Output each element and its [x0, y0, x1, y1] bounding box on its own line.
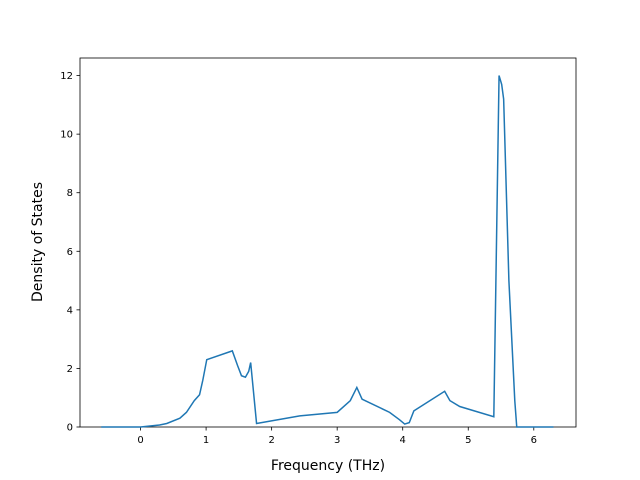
- data-line: [101, 75, 554, 428]
- x-tick-label: 5: [465, 435, 471, 446]
- x-tick-label: 6: [531, 435, 537, 446]
- y-tick-label: 8: [67, 188, 73, 199]
- y-tick-label: 4: [67, 305, 73, 316]
- x-tick-label: 0: [137, 435, 143, 446]
- x-tick-label: 4: [400, 435, 406, 446]
- x-tick-label: 3: [334, 435, 340, 446]
- y-tick-label: 0: [67, 423, 73, 434]
- y-tick-label: 2: [67, 364, 73, 375]
- x-tick-label: 2: [268, 435, 274, 446]
- y-tick-label: 10: [60, 130, 73, 141]
- y-tick-label: 6: [67, 247, 73, 258]
- x-axis-label: Frequency (THz): [271, 458, 385, 474]
- y-axis-label: Density of States: [30, 182, 46, 302]
- axes-frame: [79, 57, 577, 428]
- x-tick-label: 1: [203, 435, 209, 446]
- y-tick-label: 12: [60, 71, 73, 82]
